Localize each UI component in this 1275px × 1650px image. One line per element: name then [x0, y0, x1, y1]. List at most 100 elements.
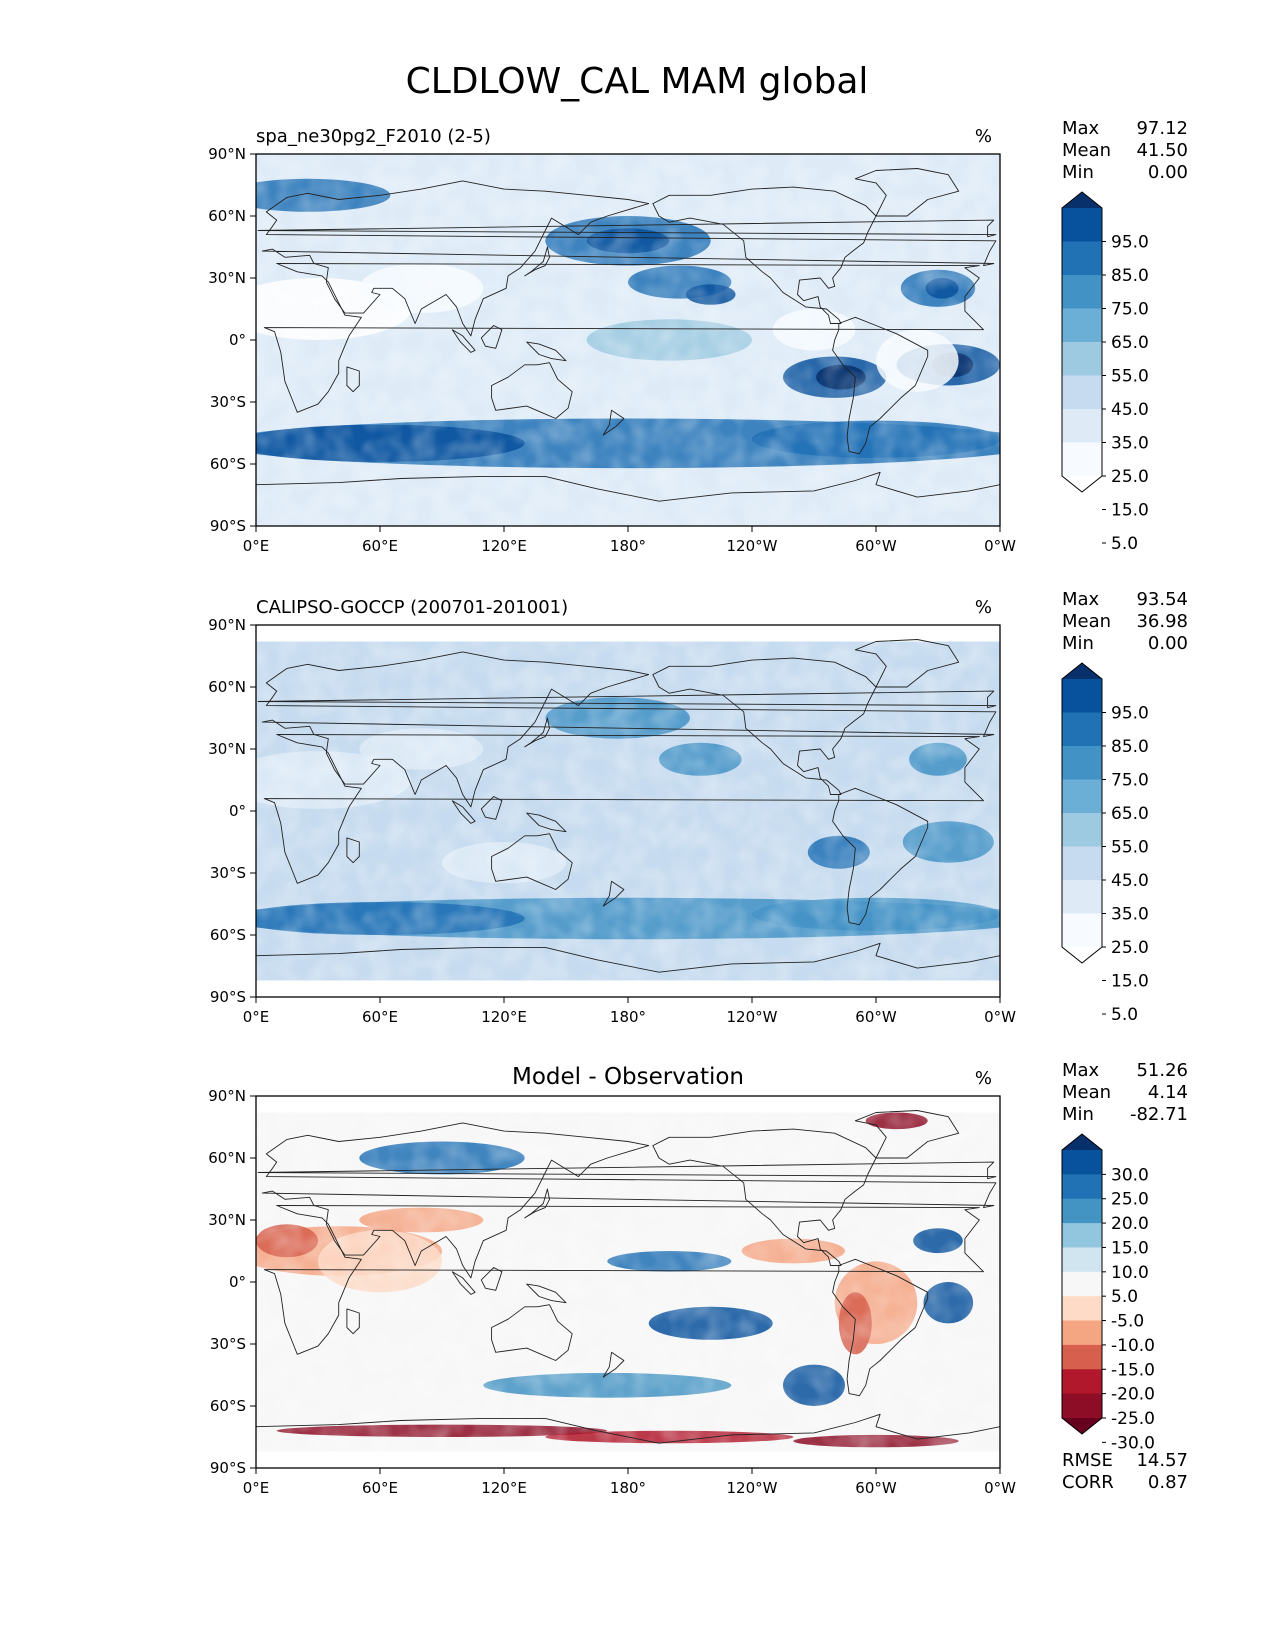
stat-label: Max	[1062, 589, 1100, 610]
x-tick-label: 0°E	[243, 537, 270, 555]
x-tick-label: 60°W	[855, 537, 897, 555]
colorbar-segment	[1062, 779, 1102, 814]
colorbar: 30.0 25.0 20.0 15.0 10.0 5.0 -5.0 -10.0 -15.0 -20…	[1061, 1133, 1155, 1453]
colorbar-segment	[1062, 1198, 1102, 1224]
colorbar-label: 75.0	[1111, 771, 1149, 791]
coastline	[652, 657, 877, 795]
colorbar-segment	[1062, 375, 1102, 410]
y-tick-label: 90°N	[208, 145, 246, 163]
coastline	[602, 409, 625, 436]
colorbar-label: -10.0	[1111, 1336, 1155, 1356]
coastline	[491, 1304, 573, 1361]
coastline	[257, 219, 997, 238]
coastline	[832, 787, 929, 926]
colorbar-segment	[1062, 1174, 1102, 1200]
coastline	[256, 471, 1000, 526]
colorbar-segment	[1062, 813, 1102, 847]
y-tick-label: 60°N	[208, 1149, 246, 1167]
figure-title: CLDLOW_CAL MAM global	[406, 61, 869, 102]
x-tick-label: 0°W	[984, 1008, 1016, 1026]
colorbar-segment	[1062, 679, 1102, 713]
colorbar-segment	[1062, 1393, 1102, 1419]
colorbar-segment	[1062, 913, 1102, 948]
y-tick-label: 90°N	[208, 1087, 246, 1105]
colorbar-segment	[1062, 1296, 1102, 1322]
missing-data	[256, 1096, 1000, 1113]
coastline	[832, 1258, 929, 1397]
map-field	[255, 1095, 1001, 1469]
y-tick-label: 0°	[229, 1273, 246, 1291]
coastline	[480, 325, 503, 349]
y-tick-label: 90°N	[208, 616, 246, 634]
x-tick-label: 120°W	[727, 1479, 778, 1497]
colorbar-segment	[1062, 275, 1102, 309]
y-tick-label: 30°S	[210, 1335, 246, 1353]
coastline	[526, 812, 567, 833]
colorbar-segment	[1062, 846, 1102, 881]
map-field	[255, 624, 1001, 998]
stat-label: Max	[1062, 118, 1100, 139]
stat-value: 4.14	[1148, 1082, 1188, 1103]
stat-label: Min	[1062, 633, 1094, 654]
x-tick-label: 0°W	[984, 1479, 1016, 1497]
y-tick-label: 30°N	[208, 269, 246, 287]
stat-value: 41.50	[1136, 140, 1188, 161]
x-tick-label: 0°E	[243, 1008, 270, 1026]
colorbar-label: 15.0	[1111, 972, 1149, 992]
colorbar-segment	[1062, 208, 1102, 242]
stat-value: 97.12	[1136, 118, 1188, 139]
colorbar-label: 85.0	[1111, 737, 1149, 757]
colorbar-segment	[1062, 342, 1102, 376]
missing-data	[256, 980, 1000, 997]
x-tick-label: 120°E	[481, 1479, 527, 1497]
metric-label: RMSE	[1062, 1450, 1113, 1471]
y-tick-label: 0°	[229, 802, 246, 820]
panel-title: CALIPSO-GOCCP (200701-201001)	[256, 597, 568, 618]
colorbar-label: 10.0	[1111, 1263, 1149, 1283]
coastline	[602, 880, 625, 907]
coastline	[854, 168, 960, 217]
colorbar-extend-bottom	[1062, 947, 1102, 963]
coastline	[854, 639, 960, 688]
chart-panel-3: Model - Observation % 0°E 60°E 120°E 180° 120°…	[208, 1060, 1188, 1497]
colorbar-label: -30.0	[1111, 1433, 1155, 1453]
colorbar-label: 5.0	[1111, 534, 1138, 554]
coastline	[256, 1413, 1000, 1468]
colorbar-label: 25.0	[1111, 938, 1149, 958]
x-tick-label: 120°W	[727, 537, 778, 555]
stat-value: 0.00	[1148, 162, 1188, 183]
colorbar-label: 25.0	[1111, 467, 1149, 487]
colorbar-segment	[1062, 1150, 1102, 1175]
coastlines	[256, 1110, 1000, 1468]
coastline	[652, 1128, 877, 1266]
colorbar-label: -5.0	[1111, 1312, 1144, 1332]
chart-panel-2: CALIPSO-GOCCP (200701-201001) % 0°E 60°E 120…	[208, 589, 1188, 1026]
y-tick-label: 30°N	[208, 1211, 246, 1229]
y-tick-label: 30°S	[210, 393, 246, 411]
metric-label: CORR	[1062, 1472, 1114, 1493]
panel-title: Model - Observation	[512, 1064, 744, 1090]
colorbar-extend-top	[1062, 663, 1102, 679]
colorbar-label: 45.0	[1111, 871, 1149, 891]
colorbar-segment	[1062, 1223, 1102, 1248]
y-tick-label: 60°S	[210, 1397, 246, 1415]
coastline	[346, 1308, 360, 1335]
coastline	[480, 1267, 503, 1291]
units-label: %	[975, 597, 992, 618]
colorbar-segment	[1062, 1344, 1102, 1370]
y-tick-label: 60°N	[208, 207, 246, 225]
colorbar-label: -15.0	[1111, 1360, 1155, 1380]
stat-label: Min	[1062, 1104, 1094, 1125]
stat-label: Min	[1062, 162, 1094, 183]
colorbar-label: -25.0	[1111, 1409, 1155, 1429]
coastline	[451, 329, 476, 353]
colorbar-label: -20.0	[1111, 1385, 1155, 1405]
missing-data	[256, 625, 1000, 642]
stat-label: Mean	[1062, 611, 1111, 632]
colorbar-label: 35.0	[1111, 905, 1149, 925]
colorbar-segment	[1062, 1369, 1102, 1395]
colorbar-label: 5.0	[1111, 1287, 1138, 1307]
stat-label: Mean	[1062, 140, 1111, 161]
coastline	[451, 800, 476, 824]
